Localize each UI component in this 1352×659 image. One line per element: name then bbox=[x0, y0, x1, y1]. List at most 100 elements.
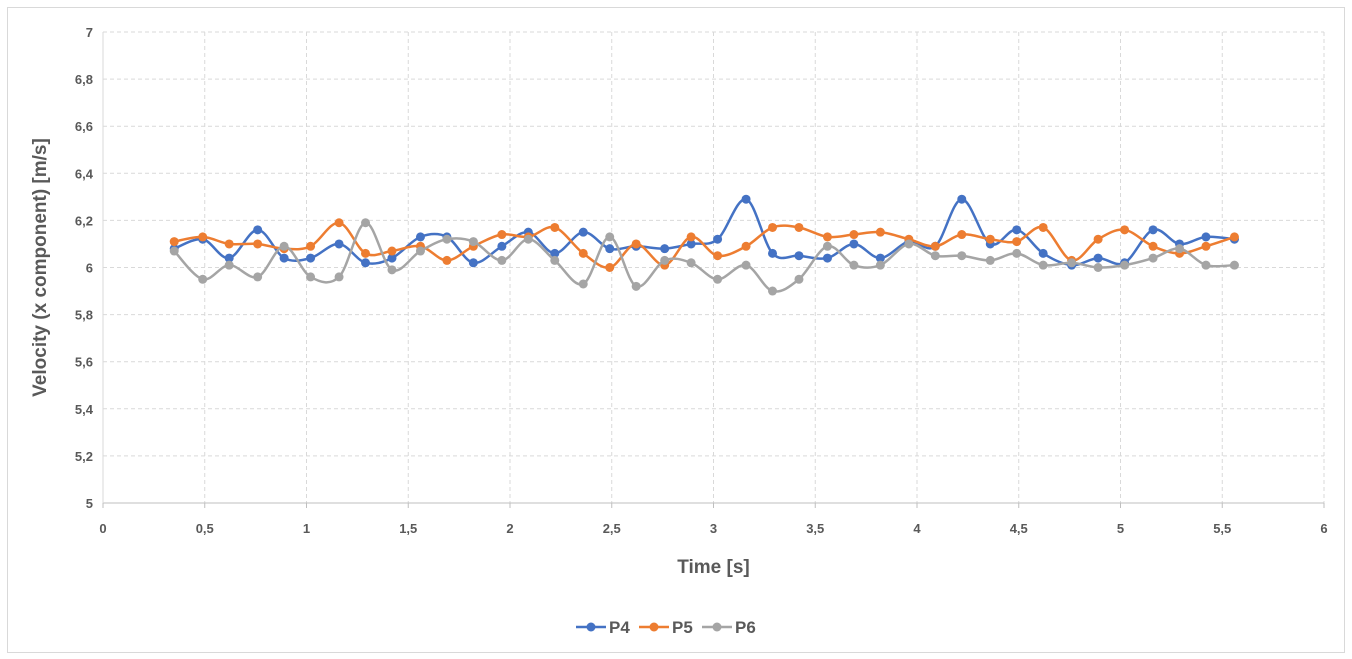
axes bbox=[102, 32, 1325, 508]
data-point-p5 bbox=[713, 251, 723, 261]
data-point-p5 bbox=[768, 222, 778, 232]
x-tick-labels: 0 0,5 1 1,5 2 2,5 3 3,5 4 4,5 5 5,5 6 bbox=[99, 521, 1327, 536]
data-point-p5 bbox=[198, 232, 208, 242]
data-point-p4 bbox=[306, 253, 316, 263]
x-tick-label: 5,5 bbox=[1213, 521, 1231, 536]
data-point-p4 bbox=[822, 253, 832, 263]
data-point-p4 bbox=[224, 253, 234, 263]
data-point-p5 bbox=[1038, 222, 1048, 232]
data-point-p5 bbox=[169, 237, 179, 247]
legend-item-p5: P5 bbox=[639, 618, 693, 637]
data-point-p5 bbox=[1148, 241, 1158, 251]
data-point-p5 bbox=[741, 241, 751, 251]
data-point-p6 bbox=[578, 279, 588, 289]
legend-marker-p6 bbox=[712, 622, 722, 632]
series-group bbox=[169, 194, 1239, 296]
data-point-p6 bbox=[1067, 258, 1077, 268]
data-point-p5 bbox=[930, 241, 940, 251]
y-tick-label: 6,4 bbox=[75, 166, 94, 181]
x-tick-label: 3 bbox=[710, 521, 717, 536]
data-point-p4 bbox=[605, 244, 615, 254]
data-point-p4 bbox=[1148, 225, 1158, 235]
data-point-p6 bbox=[741, 260, 751, 270]
y-tick-label: 6,6 bbox=[75, 119, 93, 134]
y-tick-label: 5,8 bbox=[75, 308, 93, 323]
data-point-p6 bbox=[224, 260, 234, 270]
data-point-p6 bbox=[1201, 260, 1211, 270]
legend-label-p6: P6 bbox=[735, 618, 756, 637]
gridlines bbox=[103, 31, 1325, 503]
series-p6 bbox=[169, 218, 1239, 296]
data-point-p6 bbox=[985, 255, 995, 265]
data-point-p6 bbox=[849, 260, 859, 270]
y-tick-label: 5,6 bbox=[75, 355, 93, 370]
y-tick-label: 7 bbox=[86, 25, 93, 40]
legend-label-p4: P4 bbox=[609, 618, 630, 637]
data-point-p4 bbox=[578, 227, 588, 237]
data-point-p6 bbox=[387, 265, 397, 275]
x-tick-label: 3,5 bbox=[806, 521, 824, 536]
data-point-p4 bbox=[875, 253, 885, 263]
data-point-p4 bbox=[468, 258, 478, 268]
series-line-p6 bbox=[173, 221, 1235, 293]
data-point-p5 bbox=[334, 218, 344, 228]
data-point-p4 bbox=[1038, 248, 1048, 258]
data-point-p5 bbox=[605, 263, 615, 272]
series-p5 bbox=[169, 218, 1239, 272]
data-point-p4 bbox=[279, 253, 289, 263]
x-tick-label: 0,5 bbox=[196, 521, 214, 536]
data-point-p4 bbox=[1012, 225, 1022, 235]
y-axis-title: Velocity (x component) [m/s] bbox=[30, 138, 51, 397]
data-point-p6 bbox=[1038, 260, 1048, 270]
data-point-p6 bbox=[523, 234, 533, 244]
data-point-p6 bbox=[1093, 263, 1103, 272]
data-point-p4 bbox=[415, 232, 425, 242]
data-point-p4 bbox=[550, 248, 560, 258]
data-point-p6 bbox=[768, 286, 778, 296]
data-point-p6 bbox=[550, 255, 560, 265]
data-point-p4 bbox=[253, 225, 263, 235]
data-point-p5 bbox=[1229, 232, 1239, 242]
data-point-p5 bbox=[1201, 241, 1211, 251]
series-line-p5 bbox=[173, 221, 1235, 269]
data-point-p4 bbox=[794, 251, 804, 261]
x-tick-label: 4 bbox=[913, 521, 921, 536]
data-point-p6 bbox=[875, 260, 885, 270]
x-tick-label: 4,5 bbox=[1010, 521, 1028, 536]
data-point-p4 bbox=[361, 258, 371, 268]
line-chart: 5 5,2 5,4 5,6 5,8 6 6,2 6,4 6,6 6,8 7 0 0,5 1 1,5 2 2,5… bbox=[30, 25, 1328, 637]
data-point-p4 bbox=[497, 241, 507, 251]
data-point-p5 bbox=[497, 230, 507, 240]
data-point-p5 bbox=[578, 248, 588, 258]
x-tick-label: 2,5 bbox=[603, 521, 621, 536]
data-point-p4 bbox=[1093, 253, 1103, 263]
x-tick-label: 1 bbox=[303, 521, 310, 536]
data-point-p4 bbox=[713, 234, 723, 244]
data-point-p6 bbox=[1012, 248, 1022, 258]
data-point-p5 bbox=[306, 241, 316, 251]
data-point-p5 bbox=[849, 230, 859, 240]
data-point-p5 bbox=[1120, 225, 1130, 235]
y-tick-label: 5,2 bbox=[75, 449, 93, 464]
data-point-p5 bbox=[875, 227, 885, 237]
data-point-p5 bbox=[631, 239, 641, 249]
data-point-p5 bbox=[794, 222, 804, 232]
data-point-p4 bbox=[334, 239, 344, 249]
x-tick-label: 2 bbox=[506, 521, 513, 536]
data-point-p4 bbox=[1201, 232, 1211, 242]
data-point-p6 bbox=[279, 241, 289, 251]
data-point-p6 bbox=[169, 246, 179, 256]
data-point-p4 bbox=[768, 248, 778, 258]
y-tick-labels: 5 5,2 5,4 5,6 5,8 6 6,2 6,4 6,6 6,8 7 bbox=[75, 25, 94, 511]
data-point-p6 bbox=[904, 239, 914, 249]
chart-frame: 5 5,2 5,4 5,6 5,8 6 6,2 6,4 6,6 6,8 7 0 0,5 1 1,5 2 2,5… bbox=[7, 7, 1345, 653]
y-tick-label: 5 bbox=[86, 496, 93, 511]
data-point-p4 bbox=[686, 239, 696, 249]
data-point-p5 bbox=[253, 239, 263, 249]
legend: P4 P5 P6 bbox=[576, 618, 756, 637]
data-point-p6 bbox=[306, 272, 316, 282]
data-point-p4 bbox=[660, 244, 670, 254]
data-point-p6 bbox=[361, 218, 371, 228]
data-point-p6 bbox=[415, 246, 425, 256]
data-point-p4 bbox=[387, 253, 397, 263]
